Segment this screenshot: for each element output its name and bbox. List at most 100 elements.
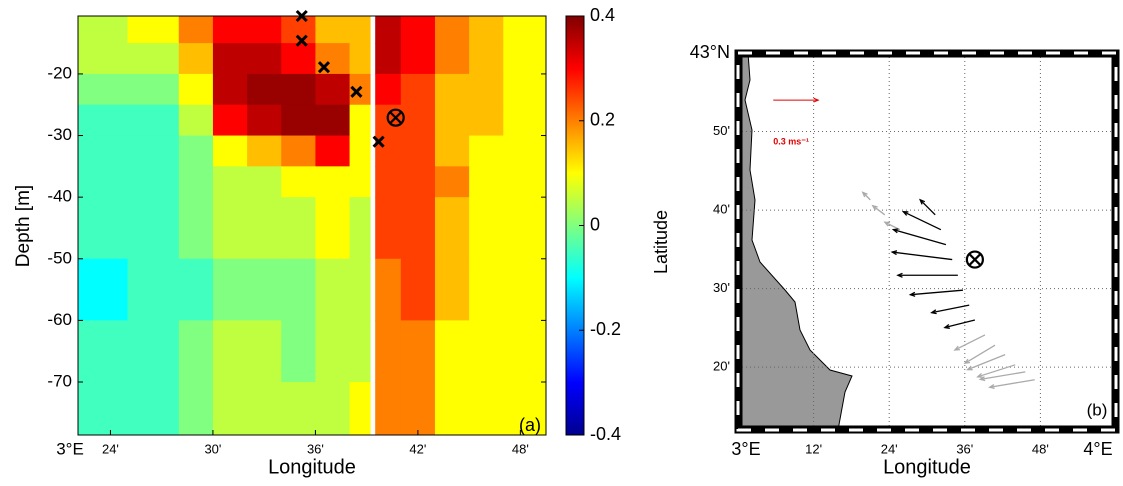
- heat-cell: [349, 43, 371, 75]
- vector-head: [930, 309, 937, 315]
- heat-cell: [434, 382, 470, 436]
- heat-cell: [127, 197, 180, 260]
- heat-cell: [349, 16, 371, 44]
- vector: [884, 221, 901, 231]
- heat-cell: [78, 135, 129, 167]
- vector-head: [861, 191, 868, 198]
- heat-cell: [127, 320, 180, 383]
- vector: [872, 205, 886, 216]
- heat-cell: [281, 135, 316, 167]
- vector: [944, 319, 976, 329]
- y-axis-label: Depth [m]: [13, 185, 34, 267]
- heat-cell: [315, 166, 351, 198]
- colorbar-tick-label: -0.4: [590, 424, 621, 444]
- heat-cell: [127, 104, 180, 137]
- panel-label: (a): [519, 415, 541, 435]
- heat-cell: [127, 135, 180, 167]
- heat-cell: [349, 104, 371, 137]
- vector: [910, 289, 963, 296]
- vector: [931, 304, 970, 314]
- heat-cell: [400, 135, 436, 167]
- heat-cell: [434, 43, 470, 75]
- heat-cell: [503, 43, 547, 75]
- vector-head: [963, 358, 971, 365]
- vector-head: [901, 210, 909, 216]
- heat-cell: [281, 320, 316, 383]
- heat-cell: [178, 135, 214, 167]
- vector: [862, 191, 871, 201]
- heat-cell: [469, 16, 504, 44]
- heat-cell: [127, 382, 180, 436]
- y-tick-label: 30': [713, 280, 730, 295]
- heat-cell: [375, 43, 402, 75]
- heat-cell: [78, 43, 129, 75]
- heat-cell: [178, 320, 214, 383]
- heat-cell: [247, 382, 282, 436]
- heat-cell: [127, 43, 180, 75]
- y-tick-label: -30: [47, 125, 72, 144]
- y-tick-label: 40': [713, 202, 730, 217]
- heat-cell: [212, 320, 248, 383]
- heat-cell: [315, 197, 351, 260]
- heat-cell: [247, 16, 282, 44]
- heat-cell: [212, 104, 248, 137]
- heat-cell: [400, 16, 436, 44]
- heat-cell: [434, 73, 470, 106]
- heat-cell: [400, 43, 436, 75]
- heat-cell: [281, 258, 316, 321]
- y-tick-label: -60: [47, 310, 72, 329]
- heat-cell: [315, 16, 351, 44]
- map-frame-inner: [741, 56, 1113, 427]
- vector-head: [953, 345, 960, 351]
- heat-cell: [127, 166, 180, 198]
- vector-head: [908, 291, 916, 297]
- heat-cell: [78, 197, 129, 260]
- scale-label: 0.3 ms⁻¹: [773, 137, 809, 147]
- vector: [919, 199, 936, 216]
- vector: [893, 229, 947, 246]
- heat-cell: [247, 197, 282, 260]
- colorbar-tick-label: 0.2: [590, 110, 615, 130]
- y-tick-label: -50: [47, 248, 72, 267]
- heat-cell: [212, 197, 248, 260]
- heat-cell: [434, 166, 470, 198]
- heat-cell: [247, 166, 282, 198]
- heat-cell: [315, 382, 351, 436]
- heat-cell: [178, 73, 214, 106]
- heat-cell: [349, 258, 371, 321]
- heat-cell: [400, 320, 436, 383]
- heat-cell: [212, 166, 248, 198]
- heat-cell: [349, 135, 371, 167]
- heat-cell: [434, 320, 470, 383]
- heat-cell: [281, 104, 316, 137]
- vector: [980, 371, 1026, 381]
- heat-cell: [375, 73, 402, 106]
- vector-head: [890, 250, 898, 256]
- heat-cell: [178, 166, 214, 198]
- heat-cell: [400, 197, 436, 260]
- heat-cell: [315, 320, 351, 383]
- heat-cell: [315, 135, 351, 167]
- heat-cell: [400, 73, 436, 106]
- heat-cell: [375, 320, 402, 383]
- colorbar-tick-label: 0: [590, 214, 600, 234]
- heat-cell: [212, 73, 248, 106]
- heat-cell: [212, 258, 248, 321]
- vector: [967, 353, 1006, 371]
- heat-cell: [434, 258, 470, 321]
- colorbar-tick-label: -0.2: [590, 319, 621, 339]
- heat-cell: [315, 73, 351, 106]
- heat-cell: [400, 166, 436, 198]
- heat-cell: [375, 166, 402, 198]
- circled-marker: [965, 250, 984, 269]
- heat-cell: [178, 258, 214, 321]
- heat-cell: [247, 320, 282, 383]
- x-tick-label: 24': [881, 441, 898, 456]
- y-tick-label: -40: [47, 187, 72, 206]
- heat-cell: [469, 166, 504, 198]
- heat-cell: [78, 166, 129, 198]
- heat-cell: [349, 382, 371, 436]
- heat-cell: [212, 43, 248, 75]
- y-tick-label: 50': [713, 123, 730, 138]
